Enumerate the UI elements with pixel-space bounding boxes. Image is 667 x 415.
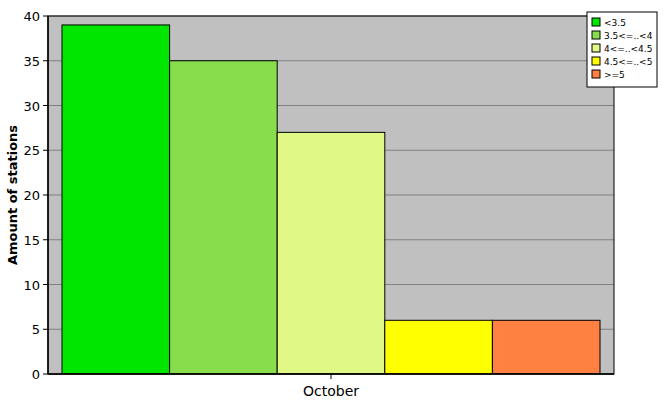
bar bbox=[385, 320, 493, 374]
y-axis-label: Amount of stations bbox=[5, 125, 20, 265]
legend-label: 4.5<=..<5 bbox=[604, 57, 652, 67]
bar bbox=[492, 320, 600, 374]
legend-swatch bbox=[592, 31, 600, 39]
y-tick-label: 15 bbox=[23, 233, 40, 248]
legend: <3.5 3.5<=..<4 4<=..<4.5 4.5<=..<5 >=5 bbox=[587, 12, 657, 87]
x-tick-label: October bbox=[303, 383, 359, 399]
y-tick-label: 20 bbox=[23, 188, 40, 203]
legend-label: >=5 bbox=[604, 70, 625, 80]
bar bbox=[170, 61, 278, 374]
y-tick-label: 25 bbox=[23, 143, 40, 158]
y-axis bbox=[47, 16, 49, 374]
legend-label: 3.5<=..<4 bbox=[604, 31, 653, 41]
legend-swatch bbox=[592, 70, 600, 78]
plot-background bbox=[48, 16, 614, 374]
y-tick-label: 5 bbox=[32, 322, 40, 337]
y-tick-label: 10 bbox=[23, 278, 40, 293]
legend-label: 4<=..<4.5 bbox=[604, 44, 652, 54]
grid-line bbox=[48, 374, 614, 375]
legend-swatch bbox=[592, 57, 600, 65]
bar bbox=[277, 132, 385, 374]
plot-frame bbox=[48, 16, 614, 374]
x-axis bbox=[48, 373, 614, 375]
bar bbox=[62, 25, 170, 374]
y-tick-label: 30 bbox=[23, 99, 40, 114]
legend-swatch bbox=[592, 18, 600, 26]
bars bbox=[62, 25, 600, 374]
y-tick-label: 40 bbox=[23, 9, 40, 24]
legend-label: <3.5 bbox=[604, 18, 626, 28]
legend-swatch bbox=[592, 44, 600, 52]
y-tick-label: 0 bbox=[32, 367, 40, 382]
chart: 0 5 10 15 20 25 30 35 40 October Amount of station… bbox=[0, 0, 667, 415]
y-tick-label: 35 bbox=[23, 54, 40, 69]
legend-box bbox=[587, 12, 657, 87]
